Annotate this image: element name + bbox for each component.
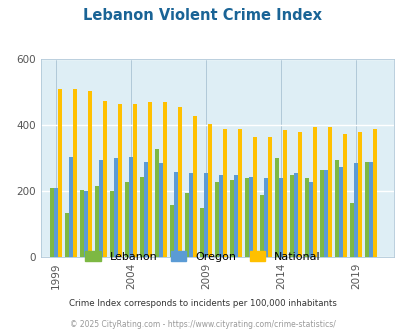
Bar bbox=[79, 190, 83, 257]
Bar bbox=[248, 177, 252, 257]
Bar bbox=[349, 203, 353, 257]
Bar bbox=[323, 170, 327, 257]
Text: Lebanon Violent Crime Index: Lebanon Violent Crime Index bbox=[83, 8, 322, 23]
Bar bbox=[214, 182, 218, 257]
Bar bbox=[173, 172, 177, 257]
Bar bbox=[203, 173, 207, 257]
Bar bbox=[218, 175, 222, 257]
Bar bbox=[147, 102, 151, 257]
Bar bbox=[244, 178, 248, 257]
Bar bbox=[102, 101, 107, 257]
Bar bbox=[109, 191, 113, 257]
Bar bbox=[199, 208, 203, 257]
Bar bbox=[342, 134, 346, 257]
Bar bbox=[58, 89, 62, 257]
Bar bbox=[233, 175, 237, 257]
Bar bbox=[87, 91, 92, 257]
Bar bbox=[53, 188, 58, 257]
Bar bbox=[64, 213, 68, 257]
Bar bbox=[368, 162, 372, 257]
Bar bbox=[139, 177, 143, 257]
Bar bbox=[237, 129, 241, 257]
Bar bbox=[278, 178, 282, 257]
Text: Crime Index corresponds to incidents per 100,000 inhabitants: Crime Index corresponds to incidents per… bbox=[69, 299, 336, 308]
Bar bbox=[184, 193, 188, 257]
Bar bbox=[207, 124, 211, 257]
Bar bbox=[293, 173, 297, 257]
Bar bbox=[192, 115, 196, 257]
Bar bbox=[319, 170, 323, 257]
Bar bbox=[357, 132, 361, 257]
Bar bbox=[113, 158, 117, 257]
Bar bbox=[124, 182, 128, 257]
Bar bbox=[338, 167, 342, 257]
Bar bbox=[289, 175, 293, 257]
Bar bbox=[364, 162, 368, 257]
Bar bbox=[267, 137, 271, 257]
Bar bbox=[263, 178, 267, 257]
Bar bbox=[297, 132, 301, 257]
Bar bbox=[282, 130, 286, 257]
Bar bbox=[334, 160, 338, 257]
Bar bbox=[94, 186, 98, 257]
Bar bbox=[154, 148, 158, 257]
Bar bbox=[83, 191, 87, 257]
Bar bbox=[169, 205, 173, 257]
Bar bbox=[304, 178, 308, 257]
Bar bbox=[188, 173, 192, 257]
Bar bbox=[49, 188, 53, 257]
Bar bbox=[252, 137, 256, 257]
Bar bbox=[162, 102, 166, 257]
Bar bbox=[132, 104, 136, 257]
Legend: Lebanon, Oregon, National: Lebanon, Oregon, National bbox=[81, 247, 324, 267]
Bar bbox=[98, 160, 102, 257]
Bar bbox=[117, 104, 121, 257]
Bar bbox=[327, 127, 331, 257]
Bar bbox=[353, 163, 357, 257]
Bar bbox=[68, 157, 72, 257]
Bar bbox=[312, 127, 316, 257]
Bar bbox=[308, 182, 312, 257]
Bar bbox=[177, 107, 181, 257]
Bar bbox=[372, 129, 376, 257]
Bar bbox=[158, 163, 162, 257]
Text: © 2025 CityRating.com - https://www.cityrating.com/crime-statistics/: © 2025 CityRating.com - https://www.city… bbox=[70, 320, 335, 329]
Bar bbox=[274, 158, 278, 257]
Bar bbox=[222, 129, 226, 257]
Bar bbox=[128, 157, 132, 257]
Bar bbox=[143, 162, 147, 257]
Bar bbox=[259, 195, 263, 257]
Bar bbox=[72, 89, 77, 257]
Bar bbox=[229, 180, 233, 257]
